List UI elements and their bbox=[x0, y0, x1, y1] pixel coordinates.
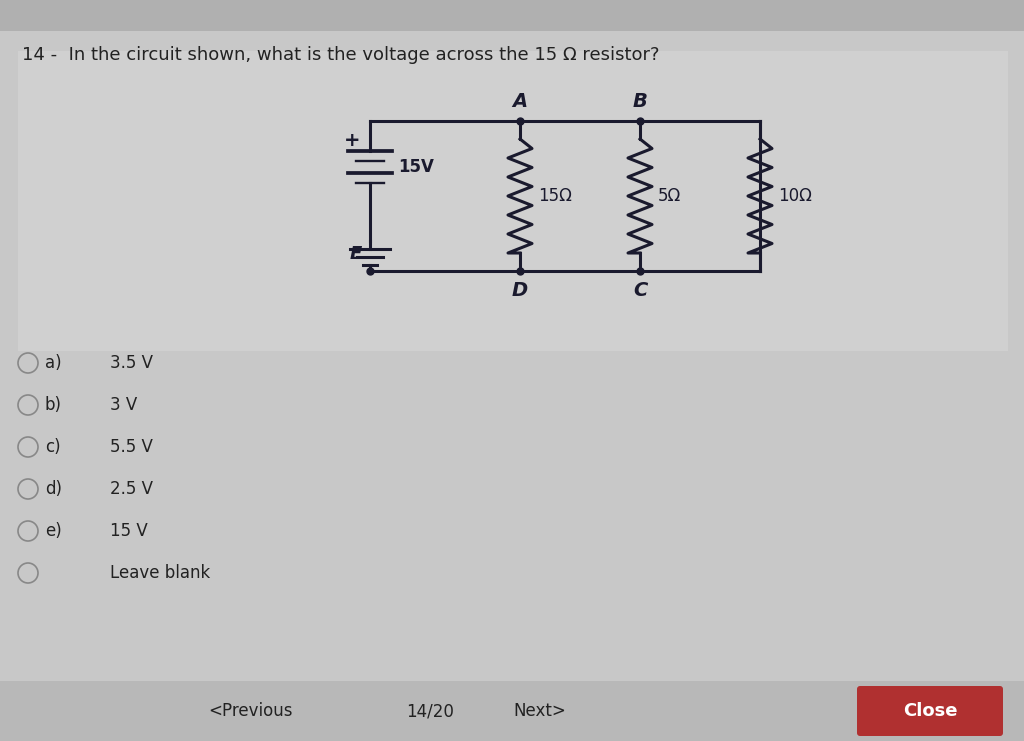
Text: b): b) bbox=[45, 396, 62, 414]
Text: e): e) bbox=[45, 522, 61, 540]
Text: c): c) bbox=[45, 438, 60, 456]
Text: a): a) bbox=[45, 354, 61, 372]
Text: 10Ω: 10Ω bbox=[778, 187, 812, 205]
Text: 2.5 V: 2.5 V bbox=[110, 480, 153, 498]
Text: B: B bbox=[633, 92, 647, 111]
Text: Next>: Next> bbox=[514, 702, 566, 720]
Text: Leave blank: Leave blank bbox=[110, 564, 210, 582]
Text: 5Ω: 5Ω bbox=[658, 187, 681, 205]
Bar bbox=[0, 0, 1024, 31]
Text: 15 V: 15 V bbox=[110, 522, 147, 540]
Text: D: D bbox=[512, 281, 528, 300]
Text: 15V: 15V bbox=[398, 158, 434, 176]
Text: 15Ω: 15Ω bbox=[538, 187, 571, 205]
Text: d): d) bbox=[45, 480, 62, 498]
Bar bbox=[0, 681, 1024, 741]
Bar bbox=[18, 51, 1008, 351]
Text: Close: Close bbox=[903, 702, 957, 720]
Text: 14 -  In the circuit shown, what is the voltage across the 15 Ω resistor?: 14 - In the circuit shown, what is the v… bbox=[22, 46, 659, 64]
Text: A: A bbox=[512, 92, 527, 111]
Text: 3 V: 3 V bbox=[110, 396, 137, 414]
Bar bbox=[0, 31, 1024, 681]
Text: C: C bbox=[633, 281, 647, 300]
Text: 14/20: 14/20 bbox=[407, 702, 454, 720]
Text: E: E bbox=[350, 245, 362, 263]
Text: 5.5 V: 5.5 V bbox=[110, 438, 153, 456]
FancyBboxPatch shape bbox=[857, 686, 1002, 736]
Text: +: + bbox=[344, 131, 360, 150]
Text: <Previous: <Previous bbox=[208, 702, 292, 720]
Text: 3.5 V: 3.5 V bbox=[110, 354, 153, 372]
